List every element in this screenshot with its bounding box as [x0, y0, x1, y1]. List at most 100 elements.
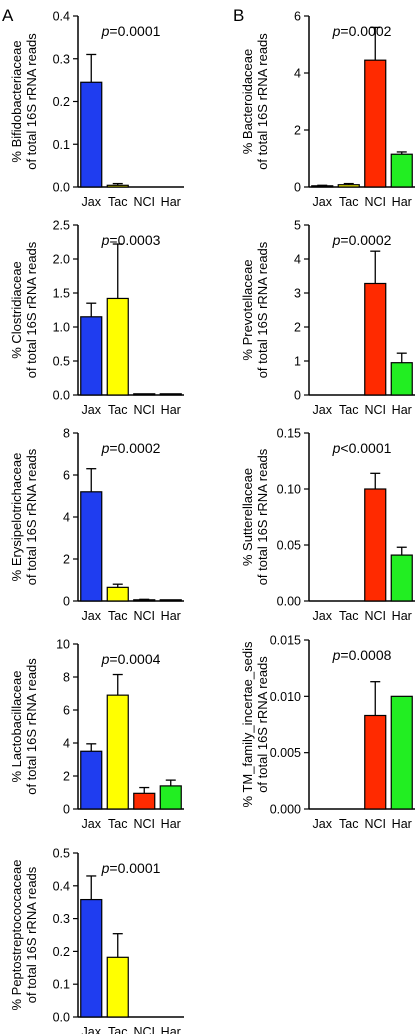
x-tick-label-tac: Tac — [339, 817, 358, 831]
bar-jax — [80, 898, 103, 1018]
y-tick-label: 1 — [294, 355, 301, 369]
y-axis-title-line2: of total 16S rRNA reads — [255, 33, 270, 170]
y-axis-title-line2: of total 16S rRNA reads — [255, 656, 270, 793]
chart-b-5: 0 2 4 6 Jax Tac NCI Har p=0.0002 % Bacteroidaceae… — [240, 10, 415, 209]
bar-har — [390, 554, 413, 602]
x-tick-label-har: Har — [161, 195, 181, 209]
chart-b-8: 0.000 0.005 0.010 0.015 Jax Tac NCI Har p=0.0008… — [240, 634, 415, 831]
p-value-label: p<0.0001 — [332, 440, 392, 456]
x-tick-label-tac: Tac — [339, 609, 358, 623]
y-tick-label: 0 — [294, 389, 301, 403]
x-tick-label-jax: Jax — [313, 817, 333, 831]
y-tick-label: 0 — [63, 803, 70, 817]
bar-tac — [106, 297, 129, 396]
p-value-label: p=0.0008 — [332, 647, 392, 663]
y-tick-label: 0.4 — [53, 879, 70, 893]
y-tick-label: 4 — [63, 511, 70, 525]
p-value-label: p=0.0001 — [101, 23, 161, 39]
y-tick-label: 0.0 — [53, 389, 70, 403]
x-tick-label-har: Har — [392, 195, 412, 209]
bar-tac — [106, 694, 129, 810]
x-tick-label-nci: NCI — [133, 403, 155, 417]
bar-jax — [80, 81, 103, 188]
y-tick-label: 6 — [63, 469, 70, 483]
x-tick-label-tac: Tac — [108, 403, 127, 417]
y-tick-label: 0.2 — [53, 95, 70, 109]
x-tick-label-nci: NCI — [133, 817, 155, 831]
x-tick-label-jax: Jax — [313, 195, 333, 209]
chart-a-0: 0.0 0.1 0.2 0.3 0.4 Jax Tac NCI Har p=0.0001 % Bif… — [9, 10, 184, 209]
y-tick-label: 4 — [294, 67, 301, 81]
x-tick-label-tac: Tac — [108, 817, 127, 831]
y-tick-label: 0.4 — [53, 10, 70, 24]
y-axis-title-line2: of total 16S rRNA reads — [24, 33, 39, 170]
bar-tac — [106, 184, 129, 188]
bar-jax — [80, 750, 103, 810]
y-tick-label: 1.5 — [53, 287, 70, 301]
bar-nci — [133, 599, 156, 602]
x-tick-label-jax: Jax — [82, 817, 102, 831]
bar-jax — [80, 491, 103, 602]
x-tick-label-tac: Tac — [108, 195, 127, 209]
y-tick-label: 10 — [56, 638, 70, 652]
y-axis-title: % Lactobacillaceae — [9, 670, 24, 782]
chart-a-1: 0.0 0.5 1.0 1.5 2.0 2.5 Jax Tac NCI Har p=0.0003 % … — [9, 219, 184, 417]
bar-tac — [337, 184, 360, 188]
bar-har — [159, 785, 182, 810]
p-value-label: p=0.0002 — [332, 23, 392, 39]
y-tick-label: 2.0 — [53, 253, 70, 267]
bar-nci — [364, 282, 387, 396]
y-tick-label: 2 — [294, 124, 301, 138]
x-tick-label-nci: NCI — [133, 609, 155, 623]
p-value-label: p=0.0002 — [101, 440, 161, 456]
bar-tac — [106, 956, 129, 1018]
x-tick-label-tac: Tac — [108, 1025, 127, 1034]
y-tick-label: 2 — [294, 321, 301, 335]
chart-a-4: 0.0 0.1 0.2 0.3 0.4 0.5 Jax Tac NCI Har p=0.0001 % … — [9, 847, 184, 1034]
x-tick-label-tac: Tac — [339, 403, 358, 417]
x-tick-label-nci: NCI — [364, 195, 386, 209]
y-tick-label: 0.3 — [53, 52, 70, 66]
y-tick-label: 0.0 — [53, 1011, 70, 1025]
y-axis-title: % Clostridiaceae — [9, 261, 24, 359]
p-value-label: p=0.0001 — [101, 860, 161, 876]
y-axis-title: % Bacteroidaceae — [240, 49, 255, 155]
x-tick-label-har: Har — [161, 403, 181, 417]
panel-label-b: B — [233, 6, 244, 25]
y-axis-title-line2: of total 16S rRNA reads — [24, 866, 39, 1003]
x-tick-label-nci: NCI — [364, 403, 386, 417]
y-axis-title: % Erysipelotrichaceae — [9, 453, 24, 582]
x-tick-label-tac: Tac — [339, 195, 358, 209]
y-tick-label: 0 — [63, 595, 70, 609]
x-tick-label-har: Har — [161, 609, 181, 623]
x-tick-label-har: Har — [161, 817, 181, 831]
p-value-label: p=0.0004 — [101, 651, 161, 667]
y-tick-label: 0.010 — [270, 690, 301, 704]
y-tick-label: 0.10 — [277, 483, 301, 497]
y-axis-title-line2: of total 16S rRNA reads — [24, 241, 39, 378]
bar-har — [159, 393, 182, 396]
y-tick-label: 0.000 — [270, 803, 301, 817]
y-axis-title-line2: of total 16S rRNA reads — [255, 241, 270, 378]
y-axis-title: % Peptostreptococcaceae — [9, 859, 24, 1010]
chart-a-3: 0 2 4 6 8 10 Jax Tac NCI Har p=0.0004 % Lactobacill… — [9, 638, 184, 831]
y-tick-label: 0.1 — [53, 978, 70, 992]
y-tick-label: 4 — [63, 737, 70, 751]
y-tick-label: 8 — [63, 671, 70, 685]
bar-tac — [106, 586, 129, 602]
chart-a-2: 0 2 4 6 8 Jax Tac NCI Har p=0.0002 % Erysipelotric… — [9, 427, 184, 623]
y-tick-label: 4 — [294, 253, 301, 267]
bar-har — [159, 599, 182, 602]
y-tick-label: 0.1 — [53, 138, 70, 152]
x-tick-label-nci: NCI — [133, 195, 155, 209]
x-tick-label-har: Har — [392, 403, 412, 417]
x-tick-label-har: Har — [392, 609, 412, 623]
y-tick-label: 0.15 — [277, 427, 301, 441]
p-value-label: p=0.0003 — [101, 232, 161, 248]
x-tick-label-nci: NCI — [364, 609, 386, 623]
x-tick-label-tac: Tac — [108, 609, 127, 623]
x-tick-label-nci: NCI — [364, 817, 386, 831]
y-tick-label: 0.015 — [270, 634, 301, 648]
y-axis-title: % Prevotellaceae — [240, 259, 255, 360]
